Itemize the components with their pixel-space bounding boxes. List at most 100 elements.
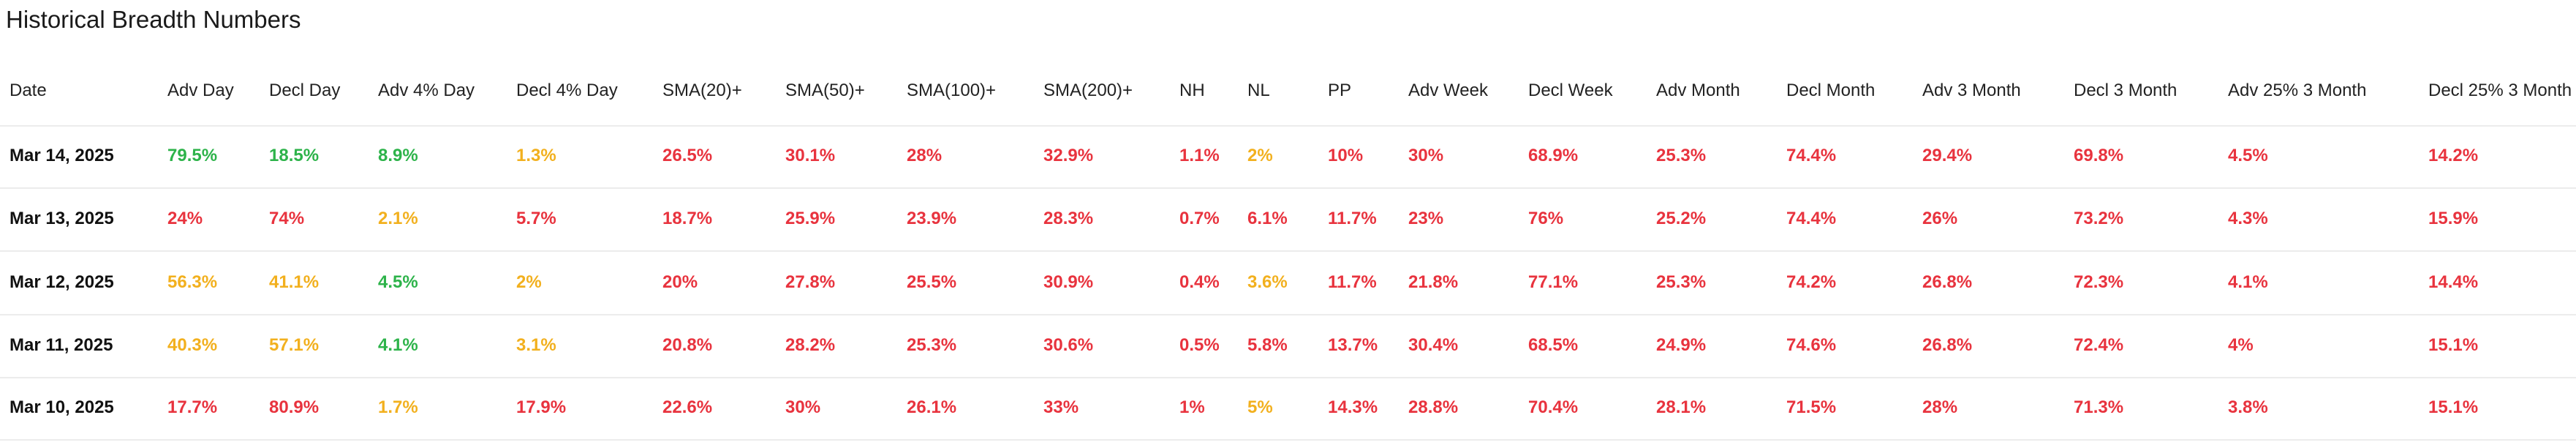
value-cell: 11.7% (1328, 272, 1377, 292)
value-cell: 25.9% (785, 209, 836, 228)
value-cell: 30.1% (785, 146, 836, 165)
value-cell: 14.3% (1328, 397, 1378, 417)
value-cell: 74.6% (1786, 335, 1837, 355)
value-cell: 15.9% (2428, 209, 2479, 228)
column-header: Adv 25% 3 Month (2228, 81, 2367, 100)
value-cell: 2.1% (378, 209, 418, 228)
row-divider (0, 187, 2576, 189)
value-cell: 30.9% (1043, 272, 1094, 292)
row-divider (0, 314, 2576, 315)
value-cell: 41.1% (269, 272, 320, 292)
value-cell: 28.1% (1656, 397, 1707, 417)
value-cell: 25.3% (1656, 272, 1707, 292)
value-cell: 28% (907, 146, 943, 165)
value-cell: 0.7% (1179, 209, 1220, 228)
value-cell: 0.4% (1179, 272, 1220, 292)
column-header: Decl Month (1786, 81, 1876, 100)
value-cell: 25.2% (1656, 209, 1707, 228)
value-cell: 27.8% (785, 272, 836, 292)
page-title: Historical Breadth Numbers (6, 6, 301, 33)
value-cell: 5.8% (1247, 335, 1288, 355)
value-cell: 73.2% (2074, 209, 2124, 228)
value-cell: 18.7% (662, 209, 713, 228)
value-cell: 4.1% (378, 335, 418, 355)
value-cell: 0.5% (1179, 335, 1220, 355)
column-header: Adv Month (1656, 81, 1740, 100)
value-cell: 17.7% (167, 397, 218, 417)
column-header: Date (10, 81, 47, 100)
value-cell: 28.8% (1408, 397, 1459, 417)
value-cell: 14.4% (2428, 272, 2479, 292)
value-cell: 71.5% (1786, 397, 1837, 417)
value-cell: 30% (785, 397, 821, 417)
column-header: SMA(20)+ (662, 81, 742, 100)
value-cell: 24.9% (1656, 335, 1707, 355)
value-cell: 72.3% (2074, 272, 2124, 292)
value-cell: 21.8% (1408, 272, 1459, 292)
value-cell: 71.3% (2074, 397, 2124, 417)
value-cell: 2% (1247, 146, 1273, 165)
value-cell: 26.5% (662, 146, 713, 165)
column-header: Adv Day (167, 81, 234, 100)
value-cell: 77.1% (1528, 272, 1579, 292)
value-cell: 40.3% (167, 335, 218, 355)
value-cell: 1.3% (516, 146, 556, 165)
value-cell: 4.3% (2228, 209, 2268, 228)
value-cell: 20% (662, 272, 698, 292)
value-cell: 22.6% (662, 397, 713, 417)
value-cell: 28.2% (785, 335, 836, 355)
value-cell: 8.9% (378, 146, 418, 165)
value-cell: 26.1% (907, 397, 957, 417)
value-cell: 3.6% (1247, 272, 1288, 292)
value-cell: 28.3% (1043, 209, 1094, 228)
value-cell: 28% (1922, 397, 1958, 417)
value-cell: 6.1% (1247, 209, 1288, 228)
value-cell: 74.4% (1786, 209, 1837, 228)
value-cell: 70.4% (1528, 397, 1579, 417)
value-cell: 1% (1179, 397, 1205, 417)
value-cell: 33% (1043, 397, 1079, 417)
value-cell: 20.8% (662, 335, 713, 355)
value-cell: 26.8% (1922, 335, 1973, 355)
value-cell: 15.1% (2428, 335, 2479, 355)
value-cell: 14.2% (2428, 146, 2479, 165)
value-cell: 30% (1408, 146, 1444, 165)
column-header: NL (1247, 81, 1270, 100)
row-divider (0, 439, 2576, 441)
column-header: SMA(50)+ (785, 81, 865, 100)
date-cell: Mar 14, 2025 (10, 146, 114, 165)
row-divider (0, 377, 2576, 378)
date-cell: Mar 12, 2025 (10, 272, 114, 292)
column-header: NH (1179, 81, 1205, 100)
value-cell: 74.2% (1786, 272, 1837, 292)
value-cell: 74% (269, 209, 305, 228)
value-cell: 18.5% (269, 146, 320, 165)
value-cell: 25.5% (907, 272, 957, 292)
value-cell: 80.9% (269, 397, 320, 417)
date-cell: Mar 13, 2025 (10, 209, 114, 228)
value-cell: 15.1% (2428, 397, 2479, 417)
value-cell: 2% (516, 272, 542, 292)
value-cell: 56.3% (167, 272, 218, 292)
column-header: Decl Day (269, 81, 341, 100)
column-header: Decl 4% Day (516, 81, 618, 100)
value-cell: 13.7% (1328, 335, 1378, 355)
value-cell: 68.9% (1528, 146, 1579, 165)
value-cell: 3.8% (2228, 397, 2268, 417)
value-cell: 4.1% (2228, 272, 2268, 292)
value-cell: 17.9% (516, 397, 567, 417)
value-cell: 4.5% (378, 272, 418, 292)
column-header: Adv Week (1408, 81, 1488, 100)
row-divider (0, 125, 2576, 127)
value-cell: 30.4% (1408, 335, 1459, 355)
value-cell: 76% (1528, 209, 1564, 228)
value-cell: 32.9% (1043, 146, 1094, 165)
value-cell: 72.4% (2074, 335, 2124, 355)
value-cell: 23.9% (907, 209, 957, 228)
column-header: SMA(200)+ (1043, 81, 1133, 100)
value-cell: 26% (1922, 209, 1958, 228)
value-cell: 79.5% (167, 146, 218, 165)
value-cell: 4.5% (2228, 146, 2268, 165)
value-cell: 68.5% (1528, 335, 1579, 355)
value-cell: 1.1% (1179, 146, 1220, 165)
